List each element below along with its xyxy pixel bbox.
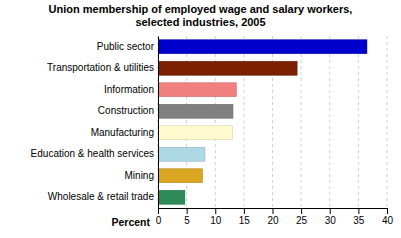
x-tick: 20 bbox=[267, 208, 279, 226]
y-tick: Mining bbox=[125, 170, 154, 181]
x-axis: 0 5 10 15 20 25 30 35 40 bbox=[156, 208, 394, 226]
x-tick: 35 bbox=[353, 208, 365, 226]
y-tick-label: Transportation & utilities bbox=[47, 62, 154, 73]
x-tick-mark bbox=[301, 208, 302, 214]
x-tick-label: 5 bbox=[184, 215, 190, 226]
x-tick-mark bbox=[158, 208, 159, 214]
x-tick-mark bbox=[387, 208, 388, 214]
bar bbox=[158, 169, 203, 183]
y-tick: Education & health services bbox=[31, 148, 154, 159]
x-tick-label: 20 bbox=[267, 215, 279, 226]
y-tick: Wholesale & retail trade bbox=[48, 191, 155, 202]
bar bbox=[158, 190, 185, 204]
x-tick: 10 bbox=[210, 208, 222, 226]
x-tick-label: 10 bbox=[210, 215, 222, 226]
x-tick: 5 bbox=[184, 208, 190, 226]
x-axis-line bbox=[159, 209, 388, 215]
grid-line bbox=[301, 36, 302, 208]
title: Union membership of employed wage and sa… bbox=[49, 3, 353, 28]
x-tick-label: 15 bbox=[239, 215, 251, 226]
grid bbox=[158, 36, 387, 208]
chart: Union membership of employed wage and sa… bbox=[0, 0, 401, 238]
x-tick-mark bbox=[215, 208, 216, 214]
x-tick-label: 35 bbox=[353, 215, 365, 226]
x-tick-label: 30 bbox=[325, 215, 337, 226]
y-tick-label: Mining bbox=[125, 170, 154, 181]
bar bbox=[158, 147, 205, 161]
bars bbox=[158, 40, 367, 204]
x-tick-label: 25 bbox=[296, 215, 308, 226]
x-tick-mark bbox=[244, 208, 245, 214]
x-tick: 30 bbox=[325, 208, 337, 226]
grid-line bbox=[387, 36, 388, 208]
x-tick-mark bbox=[273, 208, 274, 214]
x-tick-label: 40 bbox=[382, 215, 394, 226]
grid-line bbox=[358, 36, 359, 208]
y-tick-label: Public sector bbox=[97, 41, 155, 52]
x-tick: 25 bbox=[296, 208, 308, 226]
bar bbox=[158, 61, 297, 75]
y-tick: Construction bbox=[98, 105, 154, 116]
bar bbox=[158, 40, 367, 54]
bar bbox=[158, 83, 236, 97]
bar bbox=[158, 104, 233, 118]
x-tick-mark bbox=[187, 208, 188, 214]
x-tick-label: 0 bbox=[156, 215, 162, 226]
x-tick-mark bbox=[330, 208, 331, 214]
title-line: selected industries, 2005 bbox=[135, 16, 265, 28]
x-tick-mark bbox=[358, 208, 359, 214]
y-tick-label: Information bbox=[104, 84, 154, 95]
grid-line bbox=[158, 36, 159, 208]
y-tick-label: Education & health services bbox=[31, 148, 154, 159]
y-tick: Information bbox=[104, 84, 154, 95]
x-tick: 40 bbox=[382, 208, 394, 226]
bar bbox=[158, 126, 232, 140]
y-axis: Wholesale & retail trade Mining Education … bbox=[31, 37, 159, 209]
y-tick-label: Construction bbox=[98, 105, 154, 116]
y-tick-label: Wholesale & retail trade bbox=[48, 191, 155, 202]
y-tick-label: Manufacturing bbox=[91, 127, 154, 138]
grid-line bbox=[329, 36, 330, 208]
x-tick: 0 bbox=[156, 208, 162, 226]
x-tick: 15 bbox=[239, 208, 251, 226]
title-line: Union membership of employed wage and sa… bbox=[49, 3, 353, 15]
y-axis-line bbox=[158, 37, 159, 209]
x-axis-label: Percent bbox=[111, 216, 150, 228]
plot: 0 5 10 15 20 25 30 35 40 Wholesale & retail trade… bbox=[31, 36, 394, 228]
y-tick: Transportation & utilities bbox=[47, 62, 154, 73]
y-tick: Public sector bbox=[97, 41, 155, 52]
y-tick: Manufacturing bbox=[91, 127, 154, 138]
